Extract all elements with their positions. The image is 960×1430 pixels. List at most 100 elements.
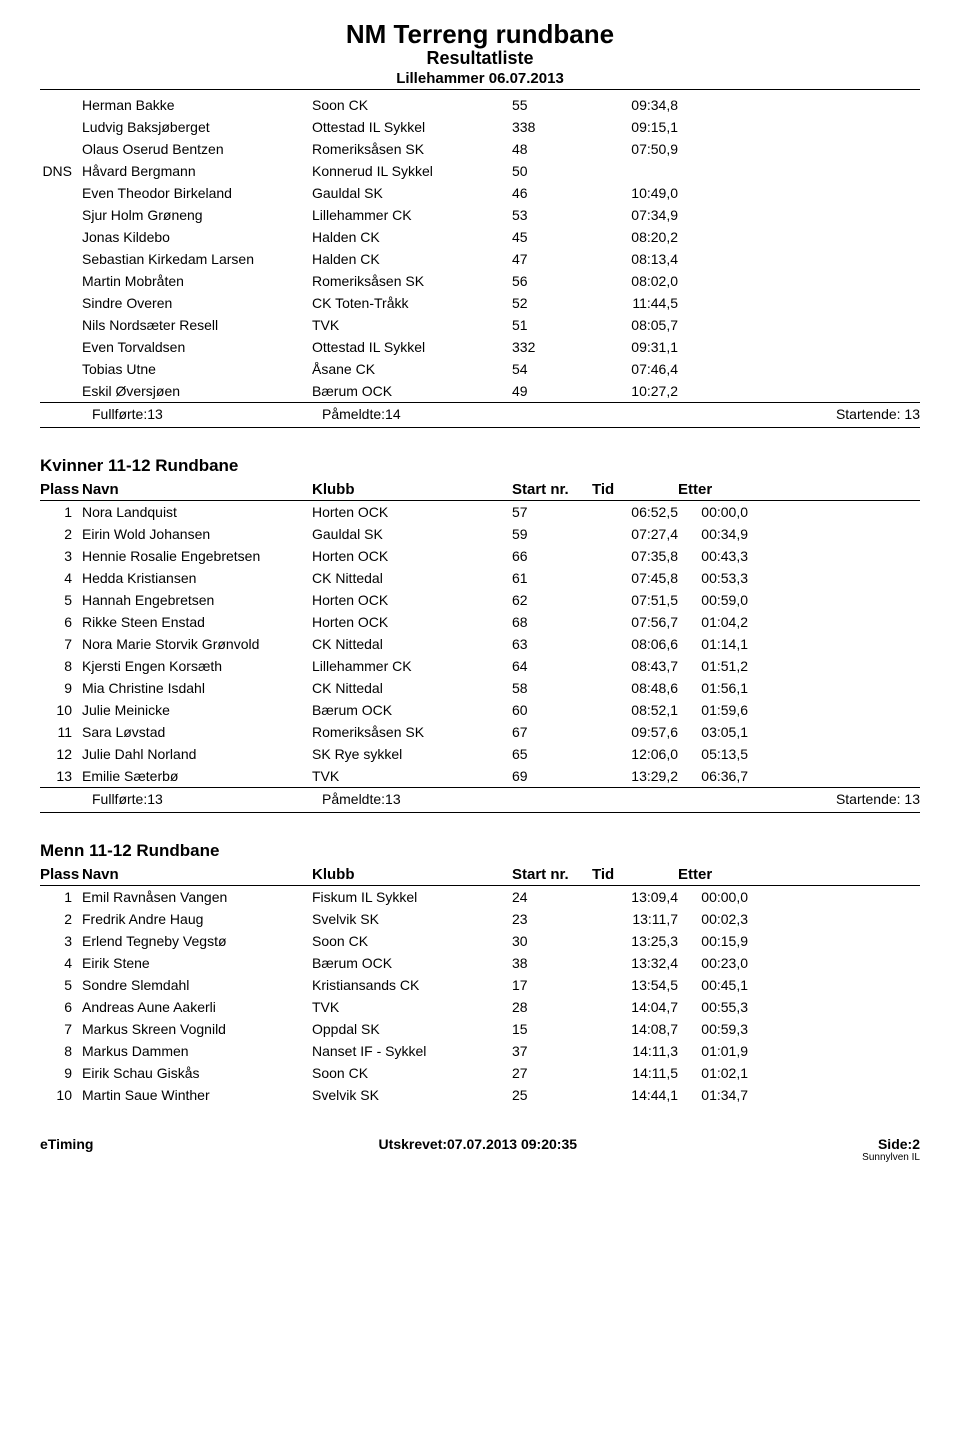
cell-klubb: Soon CK	[312, 933, 512, 949]
cell-start: 51	[512, 317, 592, 333]
table-row: 6Rikke Steen EnstadHorten OCK6807:56,701…	[40, 611, 920, 633]
cell-start: 65	[512, 746, 592, 762]
cell-klubb: Halden CK	[312, 229, 512, 245]
cell-klubb: Soon CK	[312, 1065, 512, 1081]
section-1-results: Herman BakkeSoon CK5509:34,8Ludvig Baksj…	[40, 94, 920, 402]
page-title: NM Terreng rundbane	[40, 20, 920, 49]
cell-tid: 13:25,3	[592, 933, 678, 949]
cell-klubb: Kristiansands CK	[312, 977, 512, 993]
cell-etter: 01:04,2	[678, 614, 748, 630]
cell-plass: 2	[40, 911, 82, 927]
table-row: 5Hannah EngebretsenHorten OCK6207:51,500…	[40, 589, 920, 611]
cell-start: 28	[512, 999, 592, 1015]
cell-start: 59	[512, 526, 592, 542]
col-etter: Etter	[678, 481, 748, 498]
cell-start: 53	[512, 207, 592, 223]
cell-plass: 10	[40, 702, 82, 718]
table-row: Ludvig BaksjøbergetOttestad IL Sykkel338…	[40, 116, 920, 138]
cell-plass	[40, 97, 82, 113]
cell-etter: 00:23,0	[678, 955, 748, 971]
cell-navn: Eirik Schau Giskås	[82, 1065, 312, 1081]
cell-start: 54	[512, 361, 592, 377]
cell-navn: Sindre Overen	[82, 295, 312, 311]
cell-start: 58	[512, 680, 592, 696]
table-row: 9Eirik Schau GiskåsSoon CK2714:11,501:02…	[40, 1062, 920, 1084]
cell-navn: Ludvig Baksjøberget	[82, 119, 312, 135]
cell-start: 60	[512, 702, 592, 718]
cell-tid: 12:06,0	[592, 746, 678, 762]
table-row: 1Emil Ravnåsen VangenFiskum IL Sykkel241…	[40, 886, 920, 908]
cell-tid: 14:08,7	[592, 1021, 678, 1037]
cell-navn: Julie Dahl Norland	[82, 746, 312, 762]
cell-klubb: Halden CK	[312, 251, 512, 267]
table-row: 6Andreas Aune AakerliTVK2814:04,700:55,3	[40, 996, 920, 1018]
cell-tid: 08:48,6	[592, 680, 678, 696]
cell-klubb: Horten OCK	[312, 592, 512, 608]
section-2-summary: Fullførte:13 Påmeldte:13 Startende: 13	[40, 788, 920, 812]
footer-small: Sunnylven IL	[862, 1152, 920, 1163]
cell-plass: 5	[40, 592, 82, 608]
footer-right: Side:2	[862, 1136, 920, 1152]
cell-klubb: Fiskum IL Sykkel	[312, 889, 512, 905]
cell-navn: Fredrik Andre Haug	[82, 911, 312, 927]
summary-pameldte: Påmeldte:13	[322, 791, 836, 807]
cell-start: 45	[512, 229, 592, 245]
cell-etter: 01:34,7	[678, 1087, 748, 1103]
table-row: 3Hennie Rosalie EngebretsenHorten OCK660…	[40, 545, 920, 567]
cell-klubb: Bærum OCK	[312, 955, 512, 971]
table-row: 11Sara LøvstadRomeriksåsen SK6709:57,603…	[40, 721, 920, 743]
cell-tid: 10:27,2	[592, 383, 678, 399]
cell-klubb: Romeriksåsen SK	[312, 724, 512, 740]
cell-navn: Kjersti Engen Korsæth	[82, 658, 312, 674]
cell-navn: Emil Ravnåsen Vangen	[82, 889, 312, 905]
cell-etter	[678, 295, 748, 311]
cell-tid: 13:32,4	[592, 955, 678, 971]
cell-tid: 08:05,7	[592, 317, 678, 333]
cell-plass	[40, 383, 82, 399]
cell-start: 38	[512, 955, 592, 971]
header-rule	[40, 89, 920, 90]
cell-tid: 07:46,4	[592, 361, 678, 377]
cell-plass: 3	[40, 548, 82, 564]
cell-navn: Sebastian Kirkedam Larsen	[82, 251, 312, 267]
cell-plass: 4	[40, 955, 82, 971]
cell-tid: 07:56,7	[592, 614, 678, 630]
cell-navn: Herman Bakke	[82, 97, 312, 113]
cell-etter	[678, 361, 748, 377]
cell-klubb: Horten OCK	[312, 548, 512, 564]
cell-start: 332	[512, 339, 592, 355]
cell-etter	[678, 229, 748, 245]
table-row: Nils Nordsæter ResellTVK5108:05,7	[40, 314, 920, 336]
cell-plass	[40, 207, 82, 223]
col-plass: Plass	[40, 866, 82, 883]
cell-etter: 06:36,7	[678, 768, 748, 784]
cell-etter: 00:34,9	[678, 526, 748, 542]
cell-start: 25	[512, 1087, 592, 1103]
cell-tid: 08:13,4	[592, 251, 678, 267]
cell-plass: 12	[40, 746, 82, 762]
cell-tid: 08:43,7	[592, 658, 678, 674]
table-row: 7Nora Marie Storvik GrønvoldCK Nittedal6…	[40, 633, 920, 655]
cell-tid	[592, 163, 678, 179]
cell-navn: Mia Christine Isdahl	[82, 680, 312, 696]
col-tid: Tid	[592, 866, 678, 883]
cell-start: 63	[512, 636, 592, 652]
cell-klubb: Ottestad IL Sykkel	[312, 119, 512, 135]
cell-etter	[678, 339, 748, 355]
cell-navn: Sondre Slemdahl	[82, 977, 312, 993]
cell-start: 64	[512, 658, 592, 674]
cell-etter: 01:56,1	[678, 680, 748, 696]
cell-navn: Even Torvaldsen	[82, 339, 312, 355]
cell-tid: 13:54,5	[592, 977, 678, 993]
table-row: 10Martin Saue WintherSvelvik SK2514:44,1…	[40, 1084, 920, 1106]
table-row: Eskil ØversjøenBærum OCK4910:27,2	[40, 380, 920, 402]
cell-etter: 00:59,3	[678, 1021, 748, 1037]
cell-navn: Emilie Sæterbø	[82, 768, 312, 784]
cell-tid: 09:57,6	[592, 724, 678, 740]
table-row: Even Theodor BirkelandGauldal SK4610:49,…	[40, 182, 920, 204]
table-row: Jonas KildeboHalden CK4508:20,2	[40, 226, 920, 248]
cell-klubb: CK Nittedal	[312, 636, 512, 652]
cell-tid: 07:27,4	[592, 526, 678, 542]
cell-tid: 09:34,8	[592, 97, 678, 113]
table-row: 2Eirin Wold JohansenGauldal SK5907:27,40…	[40, 523, 920, 545]
